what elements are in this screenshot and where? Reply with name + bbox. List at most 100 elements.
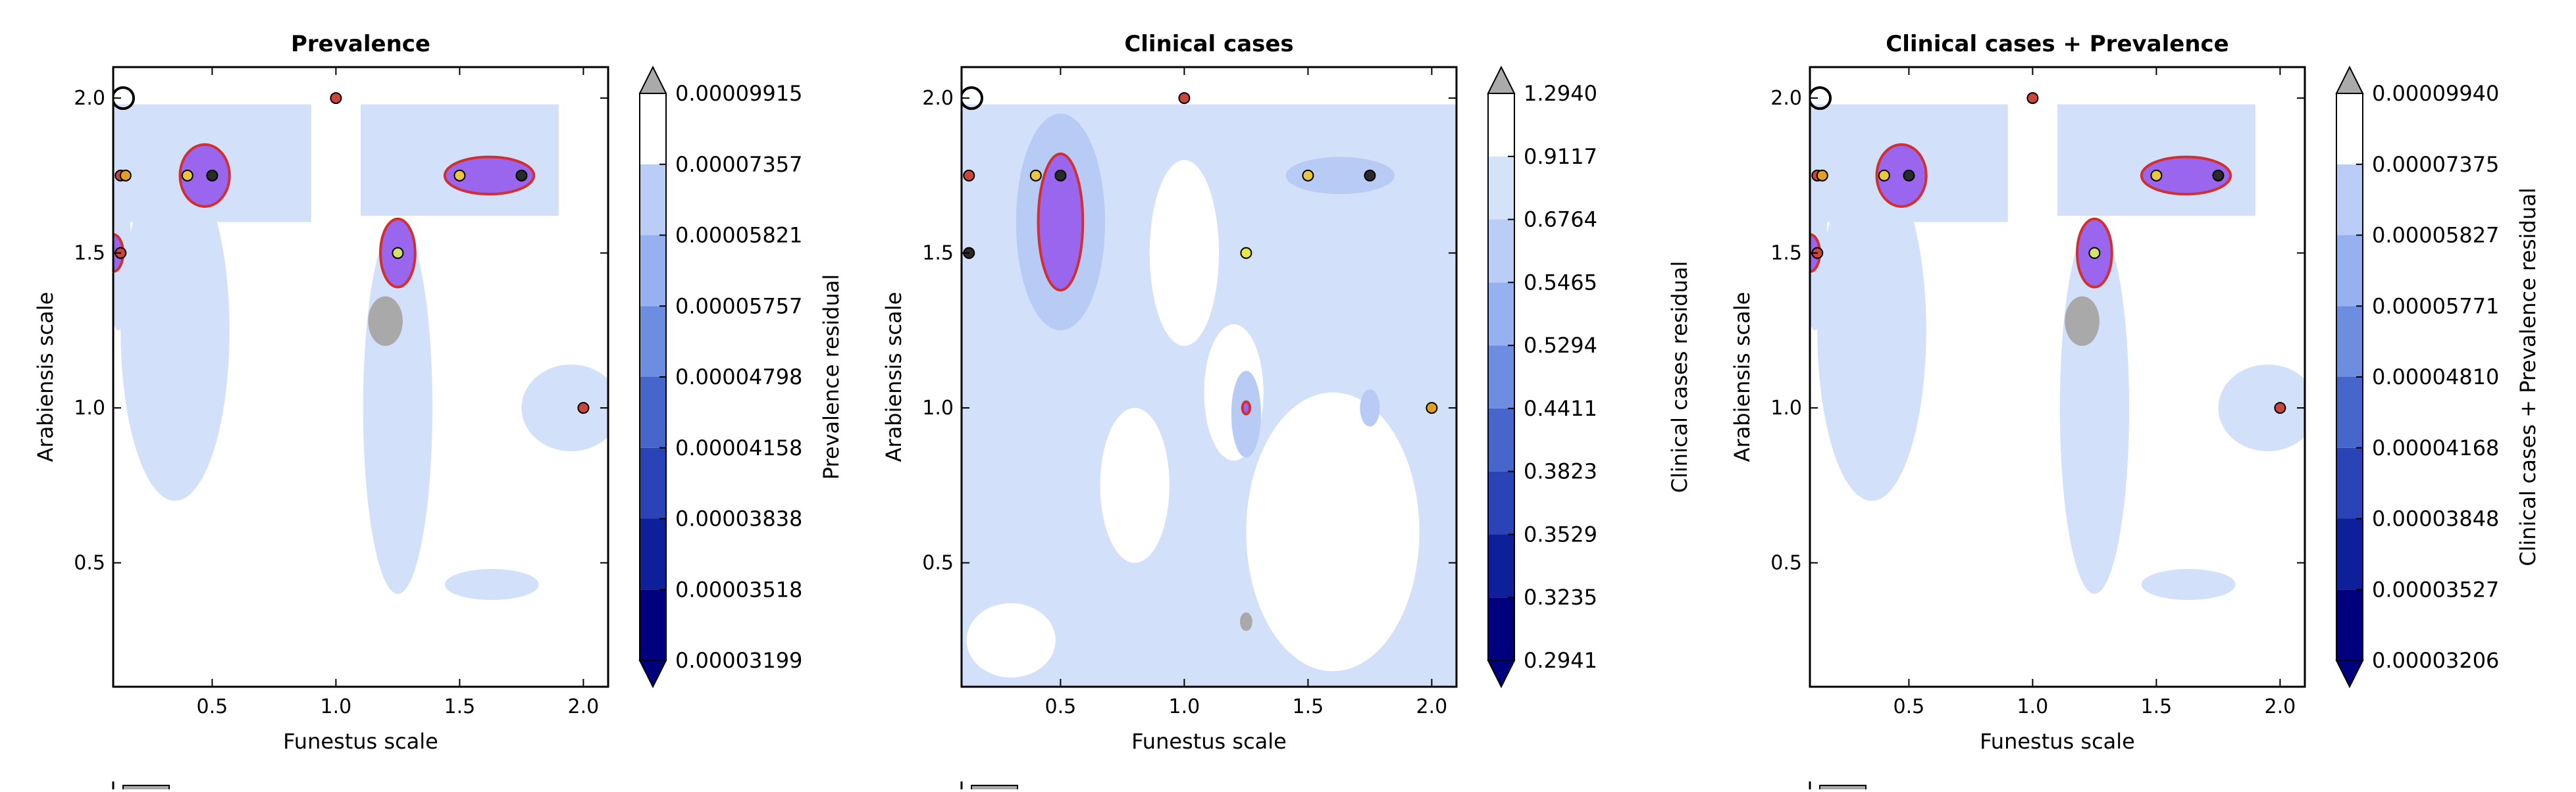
colorbar-segment (640, 93, 666, 164)
y-tick-label: 2.0 (1770, 87, 1802, 110)
data-point (577, 402, 590, 414)
data-point (2150, 169, 2163, 182)
highlight-region (1241, 400, 1252, 416)
data-point (1178, 92, 1191, 105)
data-point (2088, 247, 2101, 259)
x-tick-label: 2.0 (568, 695, 600, 718)
colorbar-tick-label: 0.2941 (1524, 648, 1597, 673)
y-tick-label: 1.0 (922, 397, 954, 420)
colorbar-segment (2336, 447, 2363, 519)
y-tick-label: 0.5 (1770, 552, 1802, 575)
colorbar-tick-label: 0.00003199 (675, 648, 802, 673)
data-point (963, 169, 975, 182)
x-tick-label: 1.0 (2017, 695, 2049, 718)
y-tick-label: 0.5 (922, 552, 954, 575)
plot-area (113, 67, 608, 687)
colorbar-label: Clinical cases + Prevalence residual (2515, 187, 2540, 566)
x-axis-label: Funestus scale (283, 729, 438, 754)
colorbar-tick-label: 0.00009940 (2372, 81, 2499, 106)
contour-region (2057, 104, 2255, 216)
colorbar-tick-label: 0.3529 (1524, 522, 1597, 547)
axes-frame (112, 66, 609, 688)
y-tick-label: 1.5 (74, 242, 105, 265)
colorbar-tick-label: 0.4411 (1524, 396, 1597, 421)
colorbar-tick-label: 0.00003527 (2372, 577, 2499, 602)
x-tick-label: 0.5 (1045, 695, 1077, 718)
data-point (392, 247, 404, 259)
colorbar-segment (1488, 471, 1514, 535)
highlight-region (1875, 143, 1928, 208)
empty-region (1246, 392, 1420, 672)
y-tick-label: 1.5 (922, 242, 954, 265)
colorbar-label: Clinical cases residual (1667, 261, 1692, 493)
star-marker (1810, 86, 1832, 111)
colorbar-segment (640, 518, 666, 590)
x-tick-label: 1.5 (444, 695, 476, 718)
colorbar-tick-label: 0.00003838 (675, 507, 802, 532)
highlight-region (443, 155, 536, 196)
x-tick-label: 1.0 (321, 695, 352, 718)
over-region (1240, 612, 1252, 631)
colorbar-extend-top (2335, 65, 2364, 94)
chart-title: Prevalence (291, 31, 430, 57)
x-tick-label: 0.5 (197, 695, 228, 718)
colorbar-segment (1488, 219, 1514, 283)
colorbar-segment (2336, 377, 2363, 448)
colorbar-tick-label: 0.00004168 (2372, 435, 2499, 460)
x-tick-label: 2.0 (2265, 695, 2296, 718)
y-axis-label: Arabiensis scale (1730, 292, 1755, 462)
data-point (1240, 247, 1252, 259)
colorbar-tick-label: 0.00004158 (675, 435, 802, 460)
colorbar-tick-label: 0.00007375 (2372, 152, 2499, 177)
legend-swatch (122, 785, 170, 792)
colorbar-extend-bottom (2335, 660, 2364, 689)
data-point (206, 169, 219, 182)
y-tick-label: 0.5 (74, 552, 105, 575)
data-point (181, 169, 193, 182)
colorbar-tick-label: 0.5294 (1524, 333, 1597, 358)
colorbar-tick-label: 1.2940 (1524, 81, 1597, 106)
data-point (330, 92, 342, 105)
colorbar-segment (2336, 93, 2363, 164)
over-region (368, 296, 403, 346)
star-marker (962, 86, 984, 111)
colorbar-segment (640, 164, 666, 235)
data-point (1302, 169, 1314, 182)
colorbar-segment (1488, 408, 1514, 472)
contour-region (113, 144, 131, 331)
data-point (453, 169, 466, 182)
star-marker (113, 86, 136, 111)
y-axis-label: Arabiensis scale (881, 292, 906, 462)
colorbar-segment (640, 306, 666, 377)
colorbar-segment (640, 377, 666, 448)
colorbar-segment (1488, 345, 1514, 408)
legend-swatch (1819, 785, 1867, 792)
colorbar-segment (2336, 164, 2363, 235)
over-region (2065, 296, 2099, 346)
colorbar: 0.2941 0.3235 0.3529 0.3823 0.4411 0.5294 0.54… (1487, 65, 1692, 689)
colorbar-segment (1488, 93, 1514, 157)
y-tick-label: 1.5 (1770, 242, 1802, 265)
colorbar: 0.00003199 0.00003518 0.00003838 0.00004158… (638, 65, 844, 689)
data-point (1029, 169, 1042, 182)
contour-region (2218, 364, 2305, 452)
colorbar-segment (2336, 518, 2363, 590)
data-point (2212, 169, 2225, 182)
data-point (2274, 402, 2286, 414)
colorbar-tick-label: 0.00003518 (675, 577, 802, 602)
colorbar-extend-bottom (1487, 660, 1516, 689)
panel-2: 0.5 1.0 1.5 2.0 0.5 1.0 1.5 2.0 Clinical cases Fu… (881, 31, 1692, 792)
contour-region (521, 364, 608, 452)
contour-region (2141, 569, 2236, 601)
colorbar-segment (1488, 597, 1514, 660)
x-tick-label: 1.0 (1169, 695, 1200, 718)
axes-frame (960, 66, 1458, 688)
colorbar-tick-label: 0.00003848 (2372, 507, 2499, 532)
colorbar-tick-label: 0.00005757 (675, 293, 802, 318)
highlight-region (178, 143, 231, 208)
contour-region (1810, 144, 1828, 331)
colorbar-segment (640, 589, 666, 660)
highlight-region (1037, 152, 1085, 292)
colorbar-segment (640, 235, 666, 307)
colorbar-tick-label: 0.00007357 (675, 152, 802, 177)
